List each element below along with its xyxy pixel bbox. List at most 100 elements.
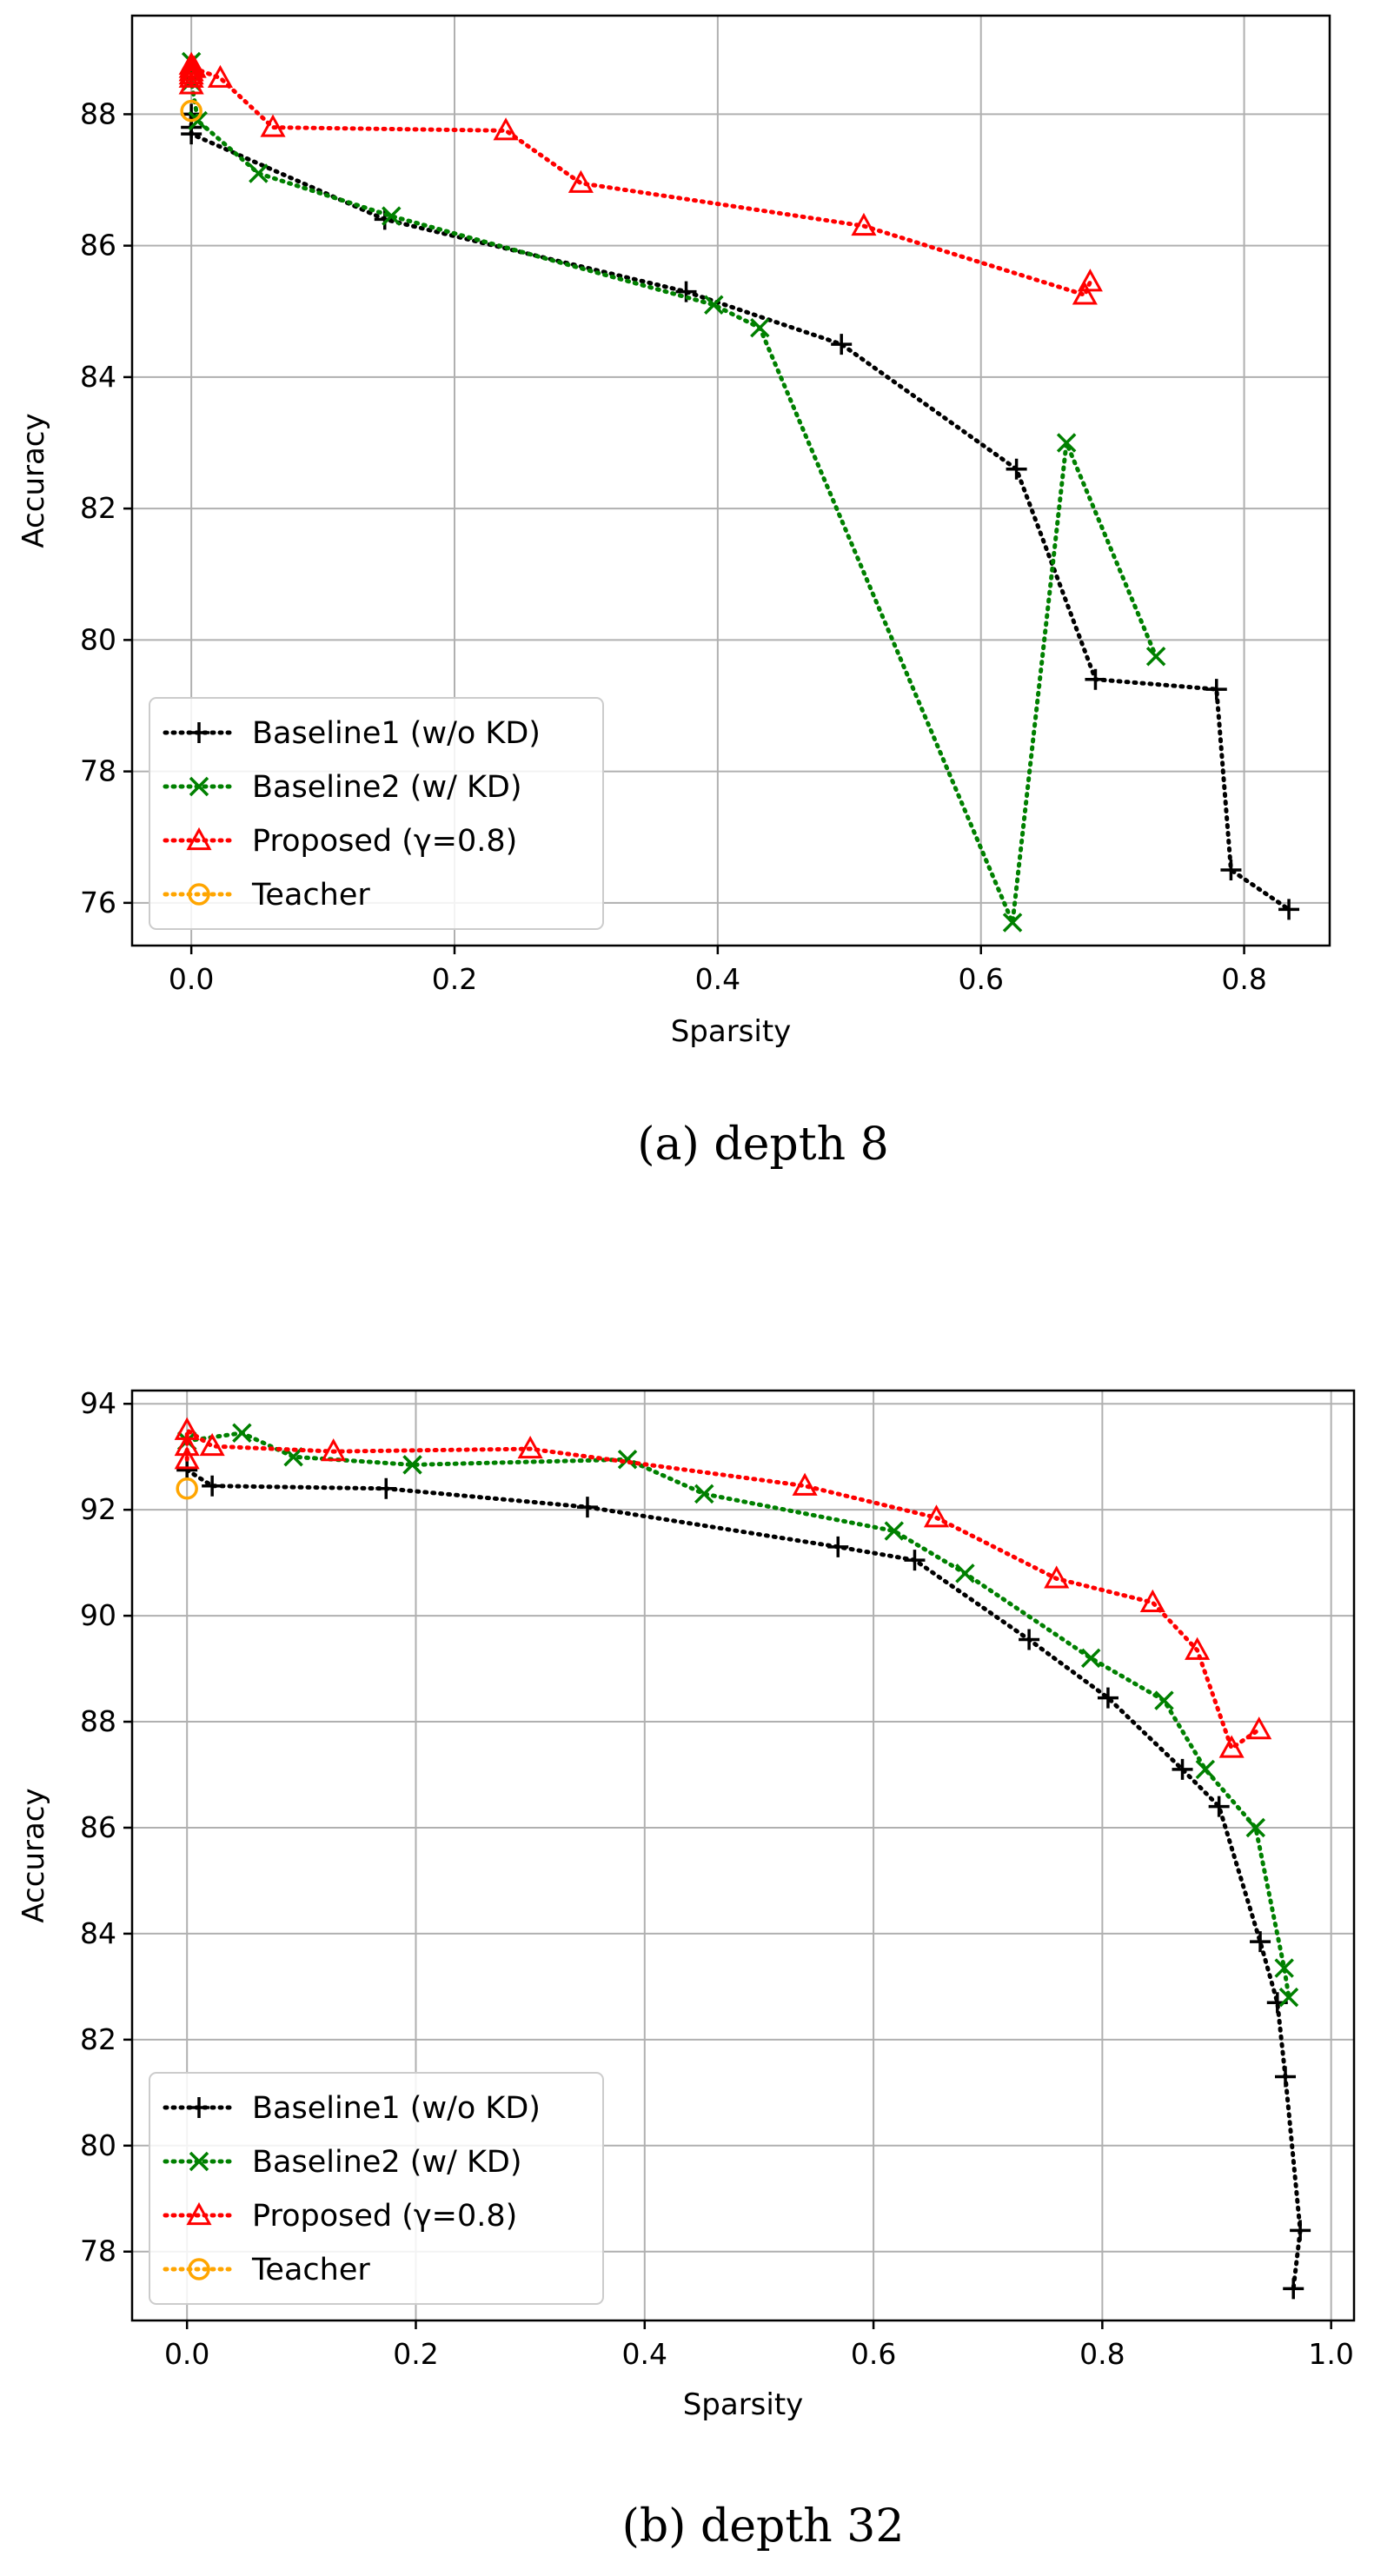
data-point xyxy=(321,1438,347,1462)
data-point xyxy=(180,99,202,123)
data-point xyxy=(568,169,594,193)
data-point xyxy=(1220,860,1242,881)
data-point xyxy=(181,55,207,78)
legend-entry: Baseline1 (w/o KD) xyxy=(163,2091,541,2126)
data-point xyxy=(232,1423,252,1444)
plot-frame xyxy=(130,14,1331,947)
caption: (a) depth 8 xyxy=(637,1119,888,1171)
data-point xyxy=(1172,1758,1193,1780)
data-point xyxy=(174,1432,200,1457)
data-point xyxy=(1056,433,1077,453)
data-point xyxy=(1246,1716,1272,1740)
data-point xyxy=(1278,1987,1299,2008)
data-point xyxy=(517,1435,543,1459)
data-point xyxy=(174,1417,200,1440)
legend-marker xyxy=(188,883,210,906)
legend-marker xyxy=(186,827,212,851)
legend-label: Proposed (γ=0.8) xyxy=(252,2199,517,2234)
chart-depth-8: 0.0 0.2 0.4 0.6 0.8 76 78 80 82 84 86 88 Sparsity A… xyxy=(17,14,1331,1171)
data-point xyxy=(904,1550,926,1571)
series-teacher xyxy=(176,1477,198,1500)
y-tick-label: 88 xyxy=(80,1704,116,1738)
plot-frame xyxy=(130,1389,1356,2322)
series-proposed-0-8 xyxy=(178,51,1103,305)
y-tick-label: 80 xyxy=(80,2128,116,2162)
data-point xyxy=(750,317,770,338)
x-axis-label: Sparsity xyxy=(671,1014,792,1049)
series-line xyxy=(184,1431,1291,2000)
data-point xyxy=(576,1497,598,1518)
series-layer xyxy=(174,1417,1311,2300)
series-teacher xyxy=(180,99,202,123)
legend-label: Baseline2 (w/ KD) xyxy=(252,770,522,805)
data-point xyxy=(1077,269,1103,292)
data-point xyxy=(402,1455,422,1475)
data-point xyxy=(1205,679,1227,700)
data-point xyxy=(375,1477,397,1499)
y-axis-label: Accuracy xyxy=(17,413,51,548)
series-line xyxy=(184,1468,1303,2291)
x-tick-label: 0.6 xyxy=(851,2337,896,2371)
data-point xyxy=(176,1459,198,1481)
x-tick-label: 0.8 xyxy=(1079,2337,1125,2371)
data-point xyxy=(202,1475,223,1497)
legend-marker xyxy=(188,2258,210,2281)
data-point xyxy=(1208,1796,1230,1817)
series-baseline1-w-o-kd xyxy=(176,1459,1311,2300)
data-point xyxy=(1139,1589,1165,1612)
data-point xyxy=(249,163,269,183)
series-line xyxy=(184,1426,1262,1752)
data-point xyxy=(1154,1690,1174,1710)
data-point xyxy=(1002,913,1023,933)
legend: Baseline1 (w/o KD) Baseline2 (w/ KD) Propo… xyxy=(149,2072,604,2305)
ticks: 0.0 0.2 0.4 0.6 0.8 76 78 80 82 84 86 88 xyxy=(80,96,1267,996)
data-point xyxy=(1097,1687,1119,1709)
data-point xyxy=(1019,1629,1040,1650)
x-tick-label: 0.2 xyxy=(432,962,477,996)
y-tick-label: 86 xyxy=(80,229,116,262)
y-tick-label: 80 xyxy=(80,622,116,656)
y-tick-label: 86 xyxy=(80,1810,116,1844)
legend-entry: Baseline1 (w/o KD) xyxy=(163,716,541,751)
data-point xyxy=(884,1521,905,1541)
x-tick-label: 0.8 xyxy=(1221,962,1266,996)
chart-depth-32: 0.0 0.2 0.4 0.6 0.8 1.0 78 80 82 84 86 88 90 92 94 Spa… xyxy=(17,1386,1356,2553)
caption: (b) depth 32 xyxy=(622,2500,905,2553)
data-point xyxy=(955,1564,975,1583)
data-point xyxy=(851,212,877,236)
data-point xyxy=(792,1472,818,1496)
y-tick-label: 78 xyxy=(80,2234,116,2268)
y-tick-label: 84 xyxy=(80,1916,116,1950)
legend-marker xyxy=(189,722,209,743)
data-point xyxy=(1145,647,1166,667)
data-point xyxy=(617,1450,638,1470)
data-point xyxy=(493,117,519,141)
legend-entry: Baseline2 (w/ KD) xyxy=(163,2145,522,2180)
data-point xyxy=(1275,2066,1297,2088)
y-tick-label: 76 xyxy=(80,886,116,920)
data-point xyxy=(1274,1958,1294,1978)
grid xyxy=(132,16,1330,946)
y-tick-label: 90 xyxy=(80,1598,116,1632)
legend-label: Teacher xyxy=(251,878,370,913)
legend-label: Baseline1 (w/o KD) xyxy=(252,2091,541,2126)
legend-box xyxy=(149,2072,604,2305)
legend-marker xyxy=(189,2151,209,2172)
data-point xyxy=(207,64,234,88)
data-point xyxy=(1085,668,1106,690)
data-point xyxy=(1278,899,1300,920)
data-point xyxy=(704,295,724,315)
data-point xyxy=(188,110,208,131)
series-layer xyxy=(178,51,1300,933)
series-proposed-0-8 xyxy=(174,1417,1272,1758)
legend-label: Proposed (γ=0.8) xyxy=(252,824,517,859)
data-point xyxy=(1185,1637,1211,1660)
y-tick-label: 84 xyxy=(80,360,116,394)
data-point xyxy=(1006,458,1027,480)
x-tick-label: 0.6 xyxy=(958,962,1003,996)
legend-label: Teacher xyxy=(251,2253,370,2287)
data-point xyxy=(1250,1931,1271,1953)
legend-entry: Teacher xyxy=(163,2253,370,2287)
y-tick-label: 92 xyxy=(80,1492,116,1526)
